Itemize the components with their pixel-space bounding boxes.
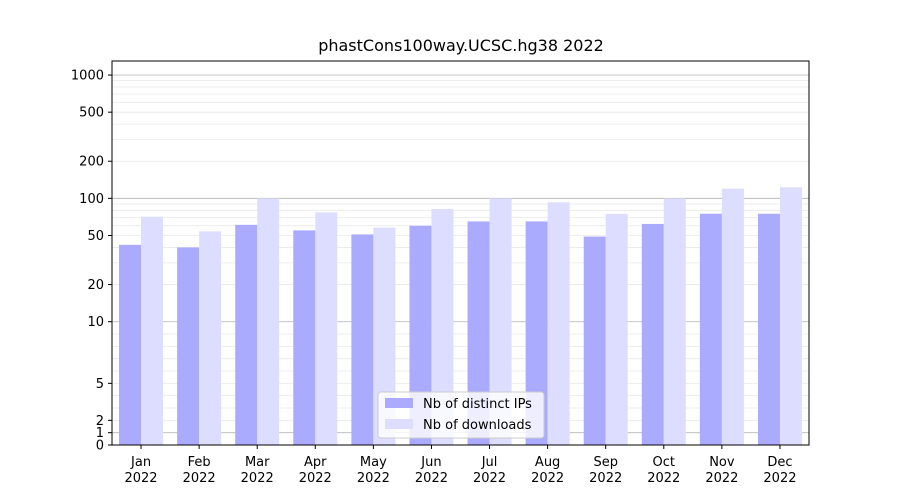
y-tick-label: 500 (79, 106, 104, 121)
x-tick-label-year: 2022 (241, 471, 274, 486)
x-tick-label-month: Jun (420, 455, 441, 470)
plot-frame (111, 60, 810, 446)
x-tick-label-month: Jul (481, 455, 498, 470)
bar-distinct-ips (409, 225, 432, 445)
x-tick-label-year: 2022 (124, 471, 157, 486)
x-tick-label-month: Apr (304, 455, 327, 470)
bar-distinct-ips (119, 244, 142, 445)
x-tick-label-month: Oct (653, 455, 675, 470)
x-tick-label-month: Feb (188, 455, 211, 470)
y-axis: 012 5 10 20 50 100 200 500 1000 (71, 69, 112, 454)
x-tick-label-year: 2022 (357, 471, 390, 486)
bar-distinct-ips (235, 224, 258, 445)
x-tick-label-month: May (360, 455, 387, 470)
x-tick-label-month: Jan (130, 455, 151, 470)
bar-downloads (199, 231, 222, 445)
y-tick-label: 0 (96, 439, 104, 454)
bar-downloads (373, 227, 396, 445)
y-tick-label: 1 (96, 426, 104, 441)
bar-distinct-ips (177, 247, 200, 445)
legend-swatch-distinct-ips (385, 398, 413, 408)
x-tick-label-year: 2022 (647, 471, 680, 486)
chart-title: phastCons100way.UCSC.hg38 2022 (318, 36, 604, 55)
y-tick-label: 2 (96, 414, 104, 429)
legend-swatch-downloads (385, 419, 413, 429)
x-tick-label-year: 2022 (299, 471, 332, 486)
y-tick-label: 5 (96, 377, 104, 392)
bar-downloads (721, 188, 744, 446)
y-tick-label: 50 (87, 229, 104, 244)
x-tick-label-month: Aug (535, 455, 560, 470)
x-tick-label-month: Dec (767, 455, 792, 470)
bar-downloads (605, 213, 628, 445)
y-tick-label: 200 (79, 155, 104, 170)
grid-lines (112, 74, 809, 434)
bar-distinct-ips (699, 213, 722, 445)
x-tick-label-year: 2022 (763, 471, 796, 486)
bar-downloads (257, 198, 280, 445)
legend-label-downloads: Nb of downloads (423, 418, 532, 433)
bar-downloads (779, 187, 802, 445)
legend-box (377, 391, 545, 439)
bar-distinct-ips (583, 236, 606, 445)
x-tick-label-year: 2022 (183, 471, 216, 486)
x-tick-label-year: 2022 (415, 471, 448, 486)
y-tick-label: 100 (79, 192, 104, 207)
y-tick-label: 20 (87, 278, 104, 293)
bar-distinct-ips (351, 234, 374, 445)
x-tick-label-year: 2022 (705, 471, 738, 486)
x-tick-label-month: Nov (709, 455, 735, 470)
x-tick-label-year: 2022 (589, 471, 622, 486)
y-tick-label: 10 (87, 315, 104, 330)
bars (119, 187, 802, 446)
x-tick-label-year: 2022 (531, 471, 564, 486)
bar-distinct-ips (293, 230, 316, 445)
x-tick-label-month: Sep (593, 455, 618, 470)
bar-distinct-ips (525, 221, 548, 445)
bar-distinct-ips (641, 223, 664, 445)
bar-distinct-ips (757, 213, 780, 445)
x-tick-label-month: Mar (245, 455, 270, 470)
bar-distinct-ips (467, 221, 490, 445)
legend-label-distinct-ips: Nb of distinct IPs (423, 397, 532, 412)
bar-downloads (431, 208, 454, 445)
x-axis: Jan2022Feb2022Mar2022Apr2022May2022Jun20… (124, 445, 797, 486)
bar-downloads (141, 216, 164, 445)
bar-downloads (663, 198, 686, 445)
bar-downloads (547, 202, 570, 445)
legend: Nb of distinct IPs Nb of downloads (377, 391, 545, 439)
bar-downloads (489, 198, 512, 445)
x-tick-label-year: 2022 (473, 471, 506, 486)
bar-downloads (315, 212, 338, 445)
y-tick-label: 1000 (71, 69, 104, 84)
